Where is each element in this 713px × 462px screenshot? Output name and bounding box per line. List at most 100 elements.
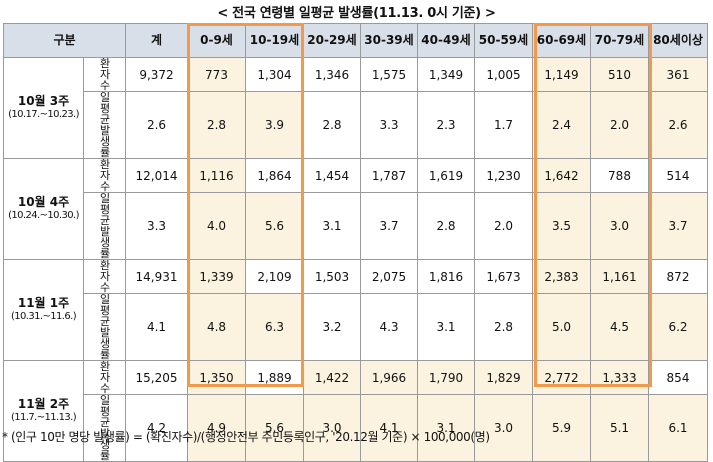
week-dates: (11.7.~11.13.) bbox=[10, 412, 77, 423]
header-age: 80세이상 bbox=[648, 23, 708, 58]
patients-cell: 1,422 bbox=[303, 360, 361, 395]
metric-patients: 환자수 bbox=[83, 360, 126, 395]
patients-cell: 1,503 bbox=[303, 259, 361, 294]
patients-cell: 1,161 bbox=[590, 259, 649, 294]
rate-cell: 3.7 bbox=[648, 192, 708, 260]
patients-cell: 1,790 bbox=[417, 360, 475, 395]
total-rate-cell: 3.3 bbox=[125, 192, 188, 260]
week-dates: (10.31.~11.6.) bbox=[10, 311, 77, 322]
rate-cell: 6.3 bbox=[245, 293, 304, 361]
patients-cell: 773 bbox=[187, 57, 246, 92]
patients-cell: 514 bbox=[648, 158, 708, 193]
metric-rate: 일평균발생률 bbox=[83, 91, 126, 159]
metric-label: 일평균발생률 bbox=[99, 91, 110, 159]
rate-cell: 3.0 bbox=[303, 394, 361, 462]
rate-cell: 6.2 bbox=[648, 293, 708, 361]
header-age: 70-79세 bbox=[590, 23, 649, 58]
patients-cell: 2,383 bbox=[532, 259, 591, 294]
patients-cell: 1,575 bbox=[360, 57, 418, 92]
rate-cell: 3.5 bbox=[532, 192, 591, 260]
rate-cell: 3.3 bbox=[360, 91, 418, 159]
patients-cell: 510 bbox=[590, 57, 649, 92]
rate-cell: 3.0 bbox=[590, 192, 649, 260]
metric-label: 환자수 bbox=[99, 360, 110, 395]
metric-label: 환자수 bbox=[99, 259, 110, 294]
header-row: 구분 계 0-9세 10-19세 20-29세 30-39세 40-49세 50… bbox=[3, 23, 708, 58]
rate-cell: 2.0 bbox=[590, 91, 649, 159]
header-age: 40-49세 bbox=[417, 23, 475, 58]
rate-cell: 3.2 bbox=[303, 293, 361, 361]
patients-cell: 1,005 bbox=[474, 57, 533, 92]
patients-cell: 1,787 bbox=[360, 158, 418, 193]
rate-cell: 5.6 bbox=[245, 394, 304, 462]
patients-cell: 1,966 bbox=[360, 360, 418, 395]
patients-cell: 1,230 bbox=[474, 158, 533, 193]
patients-cell: 1,816 bbox=[417, 259, 475, 294]
rate-cell: 2.8 bbox=[303, 91, 361, 159]
metric-patients: 환자수 bbox=[83, 57, 126, 92]
week-name: 11월 1주 bbox=[17, 296, 70, 310]
week-dates: (10.17.~10.23.) bbox=[8, 109, 79, 120]
patients-cell: 1,642 bbox=[532, 158, 591, 193]
rate-cell: 2.4 bbox=[532, 91, 591, 159]
patients-cell: 854 bbox=[648, 360, 708, 395]
week-label: 10월 3주 (10.17.~10.23.) bbox=[3, 57, 84, 159]
table-row: 일평균발생률 4.1 4.8 6.3 3.2 4.3 3.1 2.8 5.0 4.5 6.2 bbox=[4, 293, 708, 361]
table-row: 일평균발생률 2.6 2.8 3.9 2.8 3.3 2.3 1.7 2.4 2.0 2.6 bbox=[4, 91, 708, 159]
rate-cell: 2.8 bbox=[187, 91, 246, 159]
rate-cell: 2.3 bbox=[417, 91, 475, 159]
footnote: * (인구 10만 명당 발생률) = (확진자수)/(행정안전부 주민등록인구… bbox=[2, 430, 490, 444]
patients-cell: 1,333 bbox=[590, 360, 649, 395]
rate-cell: 2.0 bbox=[474, 192, 533, 260]
total-rate-cell: 4.1 bbox=[125, 293, 188, 361]
week-name: 10월 4주 bbox=[17, 195, 70, 209]
patients-cell: 1,889 bbox=[245, 360, 304, 395]
rate-cell: 4.3 bbox=[360, 293, 418, 361]
patients-cell: 1,339 bbox=[187, 259, 246, 294]
table-row: 11월 2주 (11.7.~11.13.) 환자수 15,205 1,350 1,889 1… bbox=[3, 360, 708, 462]
week-label: 11월 2주 (11.7.~11.13.) bbox=[3, 360, 84, 462]
header-age: 0-9세 bbox=[187, 23, 246, 58]
metric-rate: 일평균발생률 bbox=[83, 394, 126, 462]
patients-cell: 872 bbox=[648, 259, 708, 294]
rate-cell: 1.7 bbox=[474, 91, 533, 159]
table-row: 11월 1주 (10.31.~11.6.) 환자수 14,931 1,339 2,109 1… bbox=[3, 259, 708, 361]
total-patients-cell: 9,372 bbox=[125, 57, 188, 92]
header-total: 계 bbox=[125, 23, 188, 58]
rate-cell: 3.0 bbox=[474, 394, 533, 462]
header-age: 10-19세 bbox=[245, 23, 304, 58]
incidence-table: 구분 계 0-9세 10-19세 20-29세 30-39세 40-49세 50… bbox=[3, 23, 708, 462]
patients-cell: 1,864 bbox=[245, 158, 304, 193]
patients-cell: 361 bbox=[648, 57, 708, 92]
patients-cell: 2,075 bbox=[360, 259, 418, 294]
header-age: 30-39세 bbox=[360, 23, 418, 58]
patients-cell: 788 bbox=[590, 158, 649, 193]
rate-cell: 6.1 bbox=[648, 394, 708, 462]
patients-cell: 1,149 bbox=[532, 57, 591, 92]
rate-cell: 5.0 bbox=[532, 293, 591, 361]
table-row: 일평균발생률 3.3 4.0 5.6 3.1 3.7 2.8 2.0 3.5 3.0 3.7 bbox=[4, 192, 708, 260]
rate-cell: 2.8 bbox=[417, 192, 475, 260]
week-label: 10월 4주 (10.24.~10.30.) bbox=[3, 158, 84, 260]
rate-cell: 3.9 bbox=[245, 91, 304, 159]
week-label: 11월 1주 (10.31.~11.6.) bbox=[3, 259, 84, 361]
metric-label: 일평균발생률 bbox=[99, 192, 110, 260]
table-row: 일평균발생률 4.2 4.9 5.6 3.0 4.1 3.1 3.0 5.9 5.1 6.1 bbox=[4, 394, 708, 462]
total-patients-cell: 12,014 bbox=[125, 158, 188, 193]
metric-label: 환자수 bbox=[99, 57, 110, 92]
patients-cell: 1,619 bbox=[417, 158, 475, 193]
rate-cell: 4.0 bbox=[187, 192, 246, 260]
rate-cell: 5.6 bbox=[245, 192, 304, 260]
header-age: 50-59세 bbox=[474, 23, 533, 58]
metric-patients: 환자수 bbox=[83, 259, 126, 294]
rate-cell: 3.1 bbox=[417, 293, 475, 361]
table-row: 10월 3주 (10.17.~10.23.) 환자수 9,372 773 1,304 1,3… bbox=[3, 57, 708, 159]
patients-cell: 1,350 bbox=[187, 360, 246, 395]
header-age: 60-69세 bbox=[532, 23, 591, 58]
rate-cell: 4.1 bbox=[360, 394, 418, 462]
rate-cell: 5.1 bbox=[590, 394, 649, 462]
metric-label: 환자수 bbox=[99, 158, 110, 193]
metric-label: 일평균발생률 bbox=[99, 293, 110, 361]
total-patients-cell: 14,931 bbox=[125, 259, 188, 294]
week-name: 11월 2주 bbox=[17, 397, 70, 411]
